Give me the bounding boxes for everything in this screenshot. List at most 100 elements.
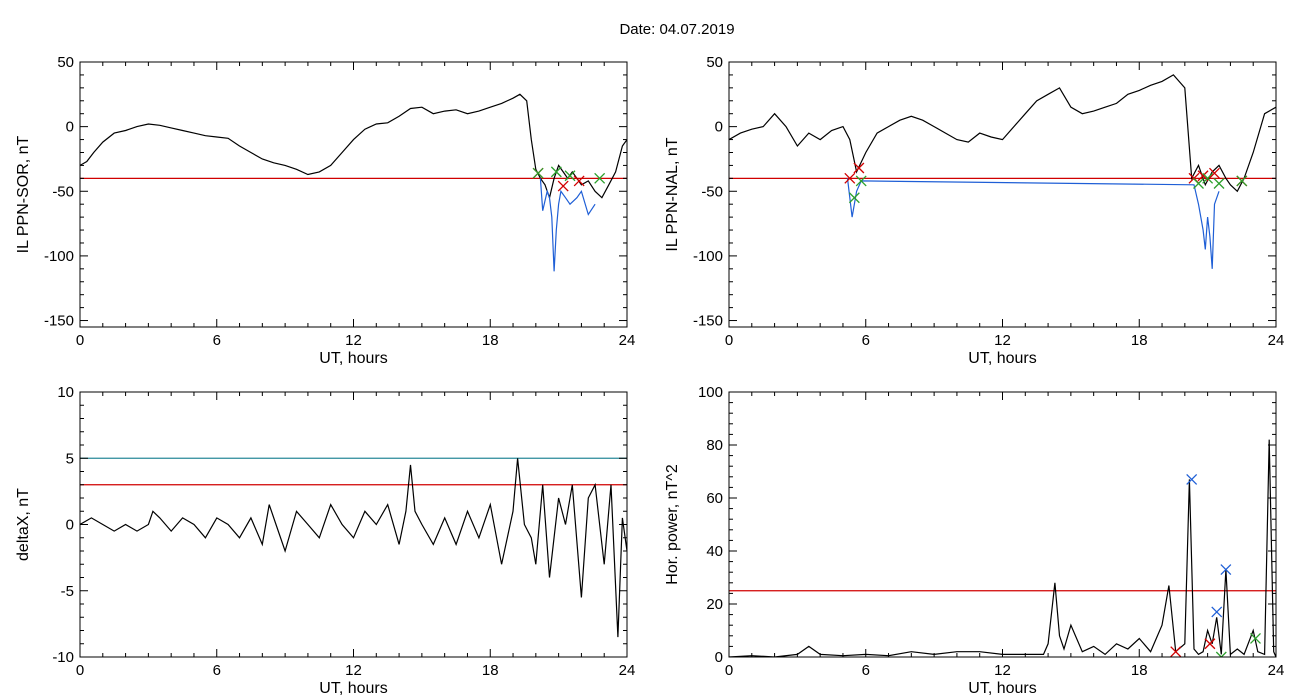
x-tick-label: 6: [213, 332, 221, 349]
marker-stroke: [1170, 646, 1182, 657]
marker-stroke: [844, 172, 856, 184]
x-tick-label: 12: [345, 662, 362, 679]
marker-stroke: [1197, 170, 1209, 182]
plot-frame: [728, 391, 1277, 658]
marker-3: [853, 162, 865, 174]
marker-stroke: [1220, 564, 1232, 576]
marker-6: [1193, 178, 1204, 189]
x-tick-label: 18: [482, 332, 499, 349]
y-tick-label: 40: [706, 543, 723, 560]
page-title: Date: 04.07.2019: [619, 21, 734, 38]
marker-stroke: [1213, 178, 1225, 189]
marker-stroke: [1220, 651, 1227, 657]
x-axis-label: UT, hours: [968, 680, 1036, 697]
y-tick-label: -100: [693, 248, 723, 265]
marker-3: [1211, 606, 1223, 618]
x-tick-label: 24: [619, 662, 636, 679]
marker-stroke: [573, 175, 585, 187]
marker-4: [557, 180, 569, 192]
y-axis-label: IL PPN-NAL, nT: [664, 137, 681, 251]
plot-frame: [79, 391, 628, 658]
x-tick-label: 6: [862, 332, 870, 349]
x-tick-label: 24: [1268, 332, 1285, 349]
marker-stroke: [532, 167, 544, 179]
marker-stroke: [853, 162, 865, 174]
y-tick-label: -50: [701, 183, 723, 200]
series-line-1: [729, 439, 1276, 657]
x-tick-label: 12: [994, 662, 1011, 679]
series-line-2: [539, 178, 596, 272]
x-tick-label: 24: [1268, 662, 1285, 679]
marker-stroke: [564, 170, 576, 182]
x-axis-label: UT, hours: [319, 680, 387, 697]
marker-3: [550, 166, 562, 178]
panel-2: 0 6 12 18 24 -150 -100 -50 0 50 UT, hours IL PPN-NA…: [664, 54, 1284, 367]
y-tick-label: -5: [61, 583, 74, 600]
y-tick-label: 0: [715, 119, 723, 136]
x-tick-label: 0: [76, 332, 84, 349]
x-tick-label: 0: [725, 332, 733, 349]
x-tick-label: 6: [862, 662, 870, 679]
y-tick-label: 100: [698, 384, 723, 401]
x-axis-label: UT, hours: [319, 350, 387, 367]
marker-stroke: [1209, 167, 1220, 179]
series-line-1: [80, 458, 627, 638]
x-tick-label: 24: [619, 332, 636, 349]
plot-frame: [728, 61, 1277, 328]
y-tick-label: 0: [715, 649, 723, 666]
y-tick-label: 80: [706, 437, 723, 454]
x-tick-label: 6: [213, 662, 221, 679]
marker-2: [532, 167, 544, 179]
y-tick-label: 0: [66, 517, 74, 534]
x-tick-label: 18: [482, 662, 499, 679]
x-tick-label: 18: [1131, 332, 1148, 349]
marker-2: [848, 192, 860, 204]
marker-7: [1250, 632, 1261, 644]
marker-stroke: [848, 192, 860, 204]
marker-stroke: [1236, 175, 1248, 187]
x-tick-label: 12: [345, 332, 362, 349]
marker-4: [1170, 646, 1182, 657]
x-tick-label: 0: [76, 662, 84, 679]
x-tick-label: 12: [994, 332, 1011, 349]
panel-3: 0 6 12 18 24 -10 -5 0 5 10 UT, hours deltaX, nT: [15, 384, 635, 697]
y-axis-label: IL PPN-SOR, nT: [15, 135, 32, 253]
y-tick-label: 50: [706, 54, 723, 71]
marker-9: [1209, 167, 1220, 179]
marker-1: [1186, 473, 1198, 485]
marker-stroke: [1215, 651, 1223, 657]
y-axis-label: deltaX, nT: [15, 488, 32, 561]
marker-1: [844, 172, 856, 184]
marker-stroke: [1202, 172, 1214, 184]
marker-6: [1215, 651, 1227, 657]
y-tick-label: -100: [44, 248, 74, 265]
y-tick-label: -150: [693, 313, 723, 330]
marker-5: [1204, 638, 1216, 650]
marker-stroke: [594, 172, 606, 184]
marker-stroke: [1211, 606, 1223, 618]
marker-stroke: [1193, 178, 1204, 189]
x-tick-label: 18: [1131, 662, 1148, 679]
y-tick-label: 5: [66, 450, 74, 467]
marker-12: [1236, 175, 1248, 187]
marker-5: [564, 170, 576, 182]
y-tick-label: 60: [706, 490, 723, 507]
marker-stroke: [1250, 632, 1261, 644]
marker-stroke: [855, 175, 867, 187]
y-tick-label: 0: [66, 119, 74, 136]
series-line-1: [729, 74, 1276, 193]
y-axis-label: Hor. power, nT^2: [664, 464, 681, 585]
y-tick-label: -50: [52, 183, 74, 200]
marker-10: [1213, 178, 1225, 189]
y-tick-label: -10: [52, 649, 74, 666]
x-axis-label: UT, hours: [968, 350, 1036, 367]
y-tick-label: 50: [57, 54, 74, 71]
marker-6: [573, 175, 585, 187]
panel-1: 0 6 12 18 24 -150 -100 -50 0 50 UT, hours IL PPN-SO…: [15, 54, 635, 367]
marker-stroke: [1204, 638, 1216, 650]
y-tick-label: -150: [44, 313, 74, 330]
marker-stroke: [550, 166, 562, 178]
